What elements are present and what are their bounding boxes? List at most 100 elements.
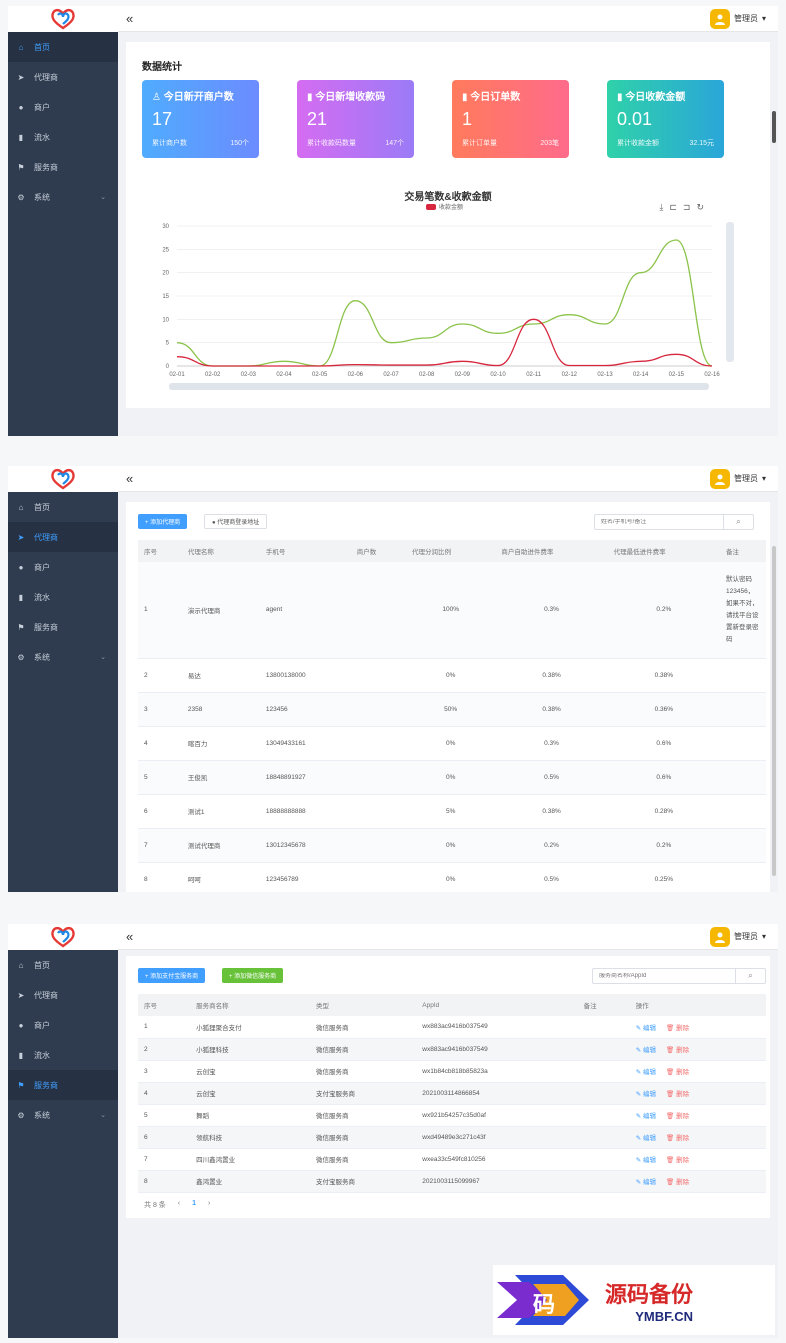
collapse-sidebar-icon[interactable]: « [126, 11, 134, 26]
search-icon[interactable]: ⌕ [723, 515, 753, 529]
user-menu[interactable]: 管理员 ▾ [709, 468, 766, 489]
zoom-reset-icon[interactable]: ⊐ [682, 202, 697, 212]
next-page-icon[interactable]: › [208, 1200, 211, 1207]
column-header: 商户数 [350, 540, 406, 562]
chart-vertical-slider[interactable] [726, 222, 734, 362]
user-menu[interactable]: 管理员 ▾ [709, 926, 766, 947]
prev-page-icon[interactable]: ‹ [177, 1200, 181, 1207]
table-cell [350, 828, 406, 863]
app-logo[interactable] [8, 924, 118, 950]
edit-button[interactable]: ✎ 编辑 [636, 1069, 656, 1076]
sidebar-item-agents[interactable]: ➤ 代理商 [17, 72, 58, 82]
edit-button[interactable]: ✎ 编辑 [636, 1113, 656, 1120]
actions-cell: ✎ 编辑 🗑 删除 [629, 1126, 766, 1149]
app-logo[interactable] [8, 466, 118, 492]
table-row[interactable]: 4 喀百力 13049433161 0% 0.3% 0.6% [138, 726, 766, 761]
download-icon[interactable]: ⤓ [659, 202, 670, 212]
edit-button[interactable]: ✎ 编辑 [636, 1157, 656, 1164]
table-row[interactable]: 5 舞蹈 微信服务商 wx921b54257c35d0af ✎ 编辑 🗑 删除 [138, 1104, 766, 1127]
delete-button[interactable]: 🗑 删除 [666, 1091, 689, 1098]
table-row[interactable]: 8 鑫鸿置业 支付宝服务商 2021003115099967 ✎ 编辑 🗑 删除 [138, 1170, 766, 1193]
sidebar-item-providers[interactable]: ⚑ 服务商 [17, 162, 58, 172]
add-alipay-provider-button[interactable]: + 添加支付宝服务商 [138, 968, 206, 983]
delete-button[interactable]: 🗑 删除 [666, 1113, 689, 1120]
chart-legend[interactable]: 收款金额 [426, 202, 463, 211]
x-tick-label: 02-08 [419, 372, 435, 378]
edit-button[interactable]: ✎ 编辑 [636, 1047, 656, 1054]
user-menu[interactable]: 管理员 ▾ [709, 8, 766, 29]
x-tick-label: 02-11 [526, 372, 542, 378]
x-tick-label: 02-13 [597, 372, 613, 378]
table-row[interactable]: 6 领航科技 微信服务商 wxd49489e3c271c43f ✎ 编辑 🗑 删除 [138, 1126, 766, 1149]
table-row[interactable]: 6 测试1 18888888888 5% 0.38% 0.28% [138, 794, 766, 829]
page-scrollbar[interactable] [772, 111, 776, 143]
current-page[interactable]: 1 [192, 1200, 197, 1207]
agent-search-input[interactable] [595, 519, 723, 525]
app-logo[interactable] [8, 6, 118, 32]
edit-button[interactable]: ✎ 编辑 [636, 1091, 656, 1098]
column-header: AppId [416, 994, 578, 1016]
table-row[interactable]: 3 云创宝 微信服务商 wx1b84cb818b85823a ✎ 编辑 🗑 删除 [138, 1060, 766, 1083]
legend-swatch [426, 203, 436, 210]
table-row[interactable]: 2 易达 13800138000 0% 0.38% 0.38% [138, 658, 766, 693]
sidebar-item-agents[interactable]: ➤ 代理商 [17, 990, 58, 1000]
edit-button[interactable]: ✎ 编辑 [636, 1179, 656, 1186]
sidebar-item-home[interactable]: ⌂ 首页 [8, 492, 118, 522]
x-tick-label: 02-12 [562, 372, 578, 378]
table-row[interactable]: 2 小狐狸科技 微信服务商 wx883ac9416b037549 ✎ 编辑 🗑 删除 [138, 1038, 766, 1061]
sidebar-item-agents[interactable]: ➤ 代理商 [8, 522, 118, 552]
table-cell: 0% [405, 828, 496, 863]
delete-button[interactable]: 🗑 删除 [666, 1025, 689, 1032]
delete-button[interactable]: 🗑 删除 [666, 1135, 689, 1142]
table-row[interactable]: 7 四川鑫鸿置业 微信服务商 wxea33c549fc810256 ✎ 编辑 🗑 删除 [138, 1148, 766, 1171]
table-row[interactable]: 5 王俊凯 18848891927 0% 0.5% 0.6% [138, 760, 766, 795]
providers-panel: + 添加支付宝服务商 + 添加微信服务商 ⌕ 序号服务商名称类型AppId备注操… [126, 956, 770, 1218]
sidebar-item-providers[interactable]: ⚑ 服务商 [17, 622, 58, 632]
delete-button[interactable]: 🗑 删除 [666, 1157, 689, 1164]
table-row[interactable]: 1 小狐狸聚合支付 微信服务商 wx883ac9416b037549 ✎ 编辑 🗑 删除 [138, 1016, 766, 1039]
series-line-1[interactable] [176, 239, 713, 367]
page-scrollbar[interactable] [772, 546, 776, 876]
zoom-icon[interactable]: ⊏ [669, 202, 683, 212]
table-row[interactable]: 3 2358 123456 50% 0.38% 0.36% [138, 692, 766, 727]
table-row[interactable]: 1 演示代理商 agent 100% 0.3% 0.2% 默认密码123456，如果不对，请… [138, 562, 766, 659]
chart-datazoom-slider[interactable] [169, 383, 709, 390]
sidebar-item-merchants[interactable]: ● 商户 [8, 552, 118, 582]
sidebar-item-flow[interactable]: ▮ 流水 [8, 122, 118, 152]
sidebar-item-flow[interactable]: ▮ 流水 [8, 1040, 118, 1070]
heart-logo-icon [51, 8, 75, 30]
table-cell: 0.3% [495, 726, 608, 761]
provider-search-input[interactable] [593, 973, 735, 979]
edit-label: 编辑 [643, 1091, 657, 1098]
delete-button[interactable]: 🗑 删除 [666, 1047, 689, 1054]
edit-button[interactable]: ✎ 编辑 [636, 1025, 656, 1032]
avatar [709, 468, 730, 489]
sidebar-item-system[interactable]: ⚙ 系统 ⌄ [17, 192, 106, 202]
sidebar-item-providers[interactable]: ⚑ 服务商 [8, 1070, 118, 1100]
delete-button[interactable]: 🗑 删除 [666, 1179, 689, 1186]
table-row[interactable]: 7 测试代理商 13012345678 0% 0.2% 0.2% [138, 828, 766, 863]
sidebar-item-system[interactable]: ⚙ 系统 ⌄ [17, 652, 106, 662]
table-row[interactable]: 4 云创宝 支付宝服务商 2021003114866854 ✎ 编辑 🗑 删除 [138, 1082, 766, 1105]
column-header: 操作 [629, 994, 766, 1016]
table-row[interactable]: 8 呵呵 123456789 0% 0.5% 0.25% [138, 862, 766, 892]
search-icon[interactable]: ⌕ [735, 969, 765, 983]
sidebar-item-merchants[interactable]: ● 商户 [8, 92, 118, 122]
series-line-0[interactable] [176, 318, 713, 367]
table-cell [577, 1104, 630, 1127]
sidebar-item-merchants[interactable]: ● 商户 [8, 1010, 118, 1040]
collapse-sidebar-icon[interactable]: « [126, 929, 134, 944]
table-cell: 呵呵 [181, 862, 260, 892]
refresh-icon[interactable]: ↻ [696, 202, 710, 212]
agent-login-url-button[interactable]: ● 代理商登录地址 [204, 514, 268, 529]
edit-icon: ✎ [635, 1113, 644, 1120]
add-agent-button[interactable]: + 添加代理商 [138, 514, 188, 529]
sidebar-item-home[interactable]: ⌂ 首页 [8, 32, 118, 62]
sidebar-item-home[interactable]: ⌂ 首页 [8, 950, 118, 980]
sidebar-item-system[interactable]: ⚙ 系统 ⌄ [17, 1110, 106, 1120]
sidebar-item-flow[interactable]: ▮ 流水 [8, 582, 118, 612]
collapse-sidebar-icon[interactable]: « [126, 471, 134, 486]
delete-button[interactable]: 🗑 删除 [666, 1069, 689, 1076]
add-wechat-provider-button[interactable]: + 添加微信服务商 [222, 968, 284, 983]
edit-button[interactable]: ✎ 编辑 [636, 1135, 656, 1142]
